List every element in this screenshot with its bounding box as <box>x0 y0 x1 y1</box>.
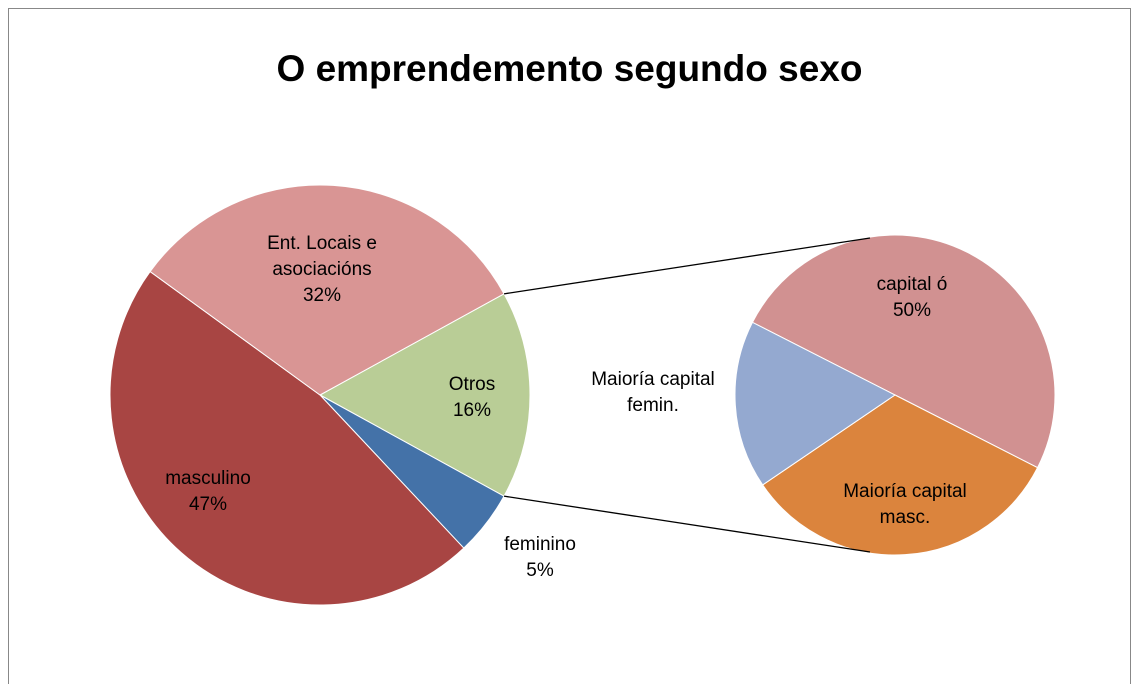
label-text: Maioría capital femin. <box>591 369 715 416</box>
label-text: 50% <box>892 300 932 321</box>
connector-line <box>503 495 871 553</box>
label-text: 5% <box>526 560 554 581</box>
chart-frame <box>8 8 1131 684</box>
chart-title: O emprendemento segundo sexo <box>276 48 863 89</box>
label-text: capital ó <box>876 274 948 295</box>
data-label: Otros 16% <box>427 372 517 424</box>
label-text: Maioría capital masc. <box>843 481 967 528</box>
label-text: Otros <box>448 374 496 395</box>
pie-slice <box>734 321 896 486</box>
label-text: masculino <box>165 468 251 489</box>
data-label: capital ó 50% <box>852 272 972 324</box>
data-label: Maioría capital masc. <box>820 479 990 531</box>
data-label: feminino 5% <box>485 532 595 584</box>
pie-slice <box>318 293 531 497</box>
label-text: 16% <box>452 400 492 421</box>
label-text: 47% <box>188 494 228 515</box>
pie-slice <box>751 234 1056 469</box>
pie-slice <box>109 270 465 606</box>
data-label: Maioría capital femin. <box>563 367 743 419</box>
connector-line <box>503 237 871 295</box>
label-text: Ent. Locais e asociacións <box>267 233 377 280</box>
pie-slice <box>149 184 505 396</box>
data-label: masculino 47% <box>143 466 273 518</box>
data-label: Ent. Locais e asociacións 32% <box>242 231 402 309</box>
pie-slice <box>761 394 1039 556</box>
label-text: 32% <box>302 285 342 306</box>
label-text: feminino <box>504 534 576 555</box>
